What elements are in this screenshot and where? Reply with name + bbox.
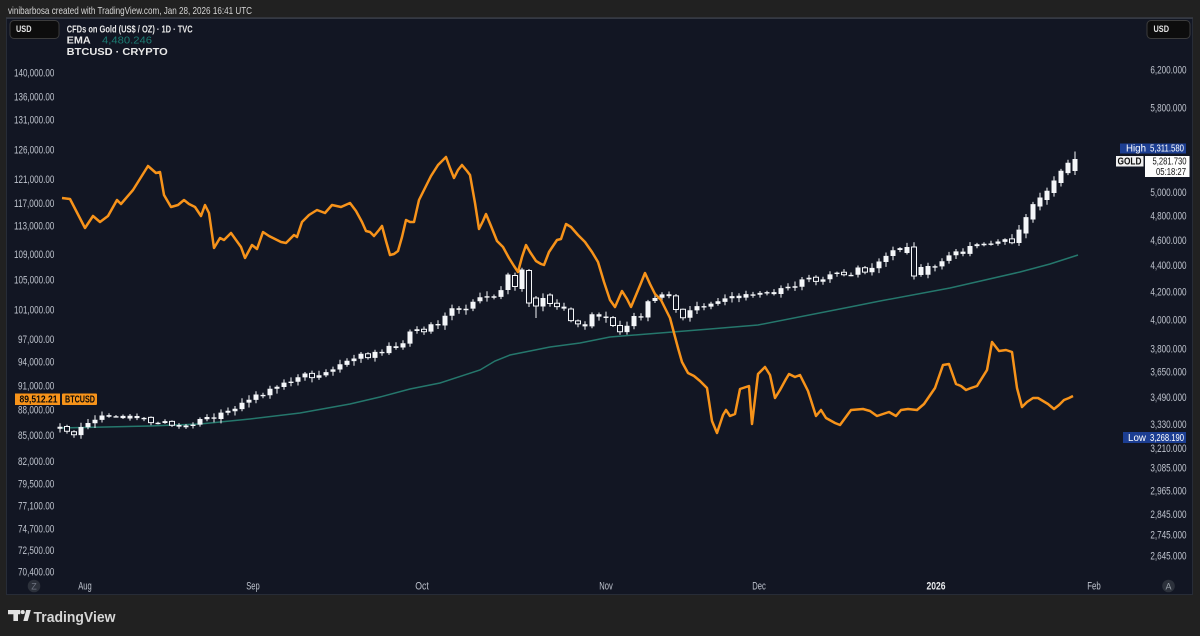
svg-text:94,000.00: 94,000.00 [18, 357, 54, 369]
svg-text:77,100.00: 77,100.00 [18, 501, 54, 513]
svg-text:105,000.00: 105,000.00 [14, 275, 54, 287]
svg-text:109,000.00: 109,000.00 [14, 249, 54, 261]
svg-text:Aug: Aug [78, 581, 92, 593]
svg-text:113,000.00: 113,000.00 [14, 220, 54, 232]
svg-text:BTCUSD: BTCUSD [65, 395, 95, 406]
svg-text:Sep: Sep [246, 581, 260, 593]
svg-text:89,512.21: 89,512.21 [20, 394, 58, 406]
svg-text:85,000.00: 85,000.00 [18, 430, 54, 442]
svg-text:5,800.000: 5,800.000 [1150, 102, 1186, 114]
svg-text:6,200.000: 6,200.000 [1150, 65, 1186, 77]
svg-text:GOLD: GOLD [1118, 157, 1142, 168]
svg-text:88,000.00: 88,000.00 [18, 405, 54, 417]
svg-text:4,600.000: 4,600.000 [1150, 235, 1186, 247]
svg-text:5,311.580: 5,311.580 [1150, 143, 1184, 155]
svg-text:82,000.00: 82,000.00 [18, 456, 54, 468]
svg-text:05:18:27: 05:18:27 [1156, 167, 1186, 178]
svg-text:2026: 2026 [927, 581, 946, 593]
svg-text:131,000.00: 131,000.00 [14, 115, 54, 127]
svg-text:117,000.00: 117,000.00 [14, 198, 54, 210]
svg-text:97,000.00: 97,000.00 [18, 334, 54, 346]
svg-text:A: A [1165, 581, 1171, 591]
svg-text:3,650.000: 3,650.000 [1150, 366, 1186, 378]
svg-text:70,400.00: 70,400.00 [18, 567, 54, 579]
svg-text:BTCUSD · CRYPTO: BTCUSD · CRYPTO [67, 47, 168, 58]
svg-text:140,000.00: 140,000.00 [14, 68, 54, 80]
svg-text:3,330.000: 3,330.000 [1150, 419, 1186, 431]
svg-text:121,000.00: 121,000.00 [14, 174, 54, 186]
svg-text:USD: USD [1154, 24, 1170, 35]
svg-text:3,800.000: 3,800.000 [1150, 343, 1186, 355]
svg-text:91,000.00: 91,000.00 [18, 380, 54, 392]
svg-text:2,845.000: 2,845.000 [1150, 509, 1186, 521]
svg-text:4,800.000: 4,800.000 [1150, 211, 1186, 223]
svg-text:Dec: Dec [752, 581, 766, 593]
svg-text:Nov: Nov [599, 581, 613, 593]
svg-text:79,500.00: 79,500.00 [18, 478, 54, 490]
svg-text:5,000.000: 5,000.000 [1150, 187, 1186, 199]
svg-text:Z: Z [31, 581, 37, 591]
svg-text:Oct: Oct [415, 581, 429, 593]
svg-text:2,745.000: 2,745.000 [1150, 529, 1186, 541]
svg-text:72,500.00: 72,500.00 [18, 545, 54, 557]
svg-text:3,085.000: 3,085.000 [1150, 463, 1186, 475]
svg-text:3,210.000: 3,210.000 [1150, 443, 1186, 455]
svg-text:74,700.00: 74,700.00 [18, 524, 54, 536]
svg-text:136,000.00: 136,000.00 [14, 91, 54, 103]
svg-text:TradingView: TradingView [34, 609, 116, 626]
svg-text:EMA: EMA [67, 36, 91, 47]
svg-text:4,200.000: 4,200.000 [1150, 287, 1186, 299]
svg-text:2,965.000: 2,965.000 [1150, 485, 1186, 497]
svg-text:4,400.000: 4,400.000 [1150, 260, 1186, 272]
svg-text:4,000.000: 4,000.000 [1150, 314, 1186, 326]
svg-text:101,000.00: 101,000.00 [14, 304, 54, 316]
svg-text:CFDs on Gold (US$ / OZ) · 1D ·: CFDs on Gold (US$ / OZ) · 1D · TVC [67, 24, 193, 35]
svg-text:3,490.000: 3,490.000 [1150, 392, 1186, 404]
svg-text:Feb: Feb [1087, 581, 1101, 593]
svg-text:High: High [1126, 143, 1146, 155]
svg-text:3,268.190: 3,268.190 [1150, 432, 1184, 444]
svg-text:USD: USD [16, 24, 32, 35]
svg-text:2,645.000: 2,645.000 [1150, 550, 1186, 562]
svg-text:4,480.246: 4,480.246 [102, 36, 152, 47]
svg-text:Low: Low [1128, 432, 1146, 444]
svg-text:5,281.730: 5,281.730 [1153, 156, 1187, 168]
svg-text:vinibarbosa created with Tradi: vinibarbosa created with TradingView.com… [8, 5, 252, 17]
svg-text:126,000.00: 126,000.00 [14, 144, 54, 156]
